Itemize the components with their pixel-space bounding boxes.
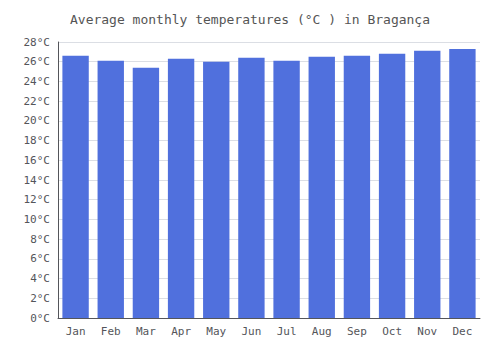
svg-text:12°C: 12°C <box>24 193 51 206</box>
svg-text:Jun: Jun <box>241 325 261 338</box>
svg-text:18°C: 18°C <box>24 134 51 147</box>
svg-text:28°C: 28°C <box>24 36 51 49</box>
svg-text:Nov: Nov <box>417 325 437 338</box>
svg-text:Apr: Apr <box>171 325 191 338</box>
svg-text:4°C: 4°C <box>30 272 50 285</box>
svg-text:20°C: 20°C <box>24 114 51 127</box>
svg-text:10°C: 10°C <box>24 213 51 226</box>
svg-text:24°C: 24°C <box>24 75 51 88</box>
svg-text:Oct: Oct <box>382 325 402 338</box>
svg-text:14°C: 14°C <box>24 174 51 187</box>
svg-text:6°C: 6°C <box>30 252 50 265</box>
svg-text:Average monthly temperatures (: Average monthly temperatures (°C ) in Br… <box>70 12 430 27</box>
svg-text:May: May <box>206 325 226 338</box>
svg-text:Sep: Sep <box>347 325 367 338</box>
svg-text:Dec: Dec <box>452 325 472 338</box>
svg-text:Feb: Feb <box>101 325 121 338</box>
svg-text:8°C: 8°C <box>30 233 50 246</box>
svg-text:Jul: Jul <box>277 325 297 338</box>
svg-text:16°C: 16°C <box>24 154 51 167</box>
svg-text:0°C: 0°C <box>30 312 50 325</box>
svg-text:22°C: 22°C <box>24 95 51 108</box>
svg-text:Mar: Mar <box>136 325 156 338</box>
svg-text:2°C: 2°C <box>30 292 50 305</box>
svg-text:26°C: 26°C <box>24 55 51 68</box>
svg-text:Aug: Aug <box>312 325 332 338</box>
svg-text:Jan: Jan <box>66 325 86 338</box>
